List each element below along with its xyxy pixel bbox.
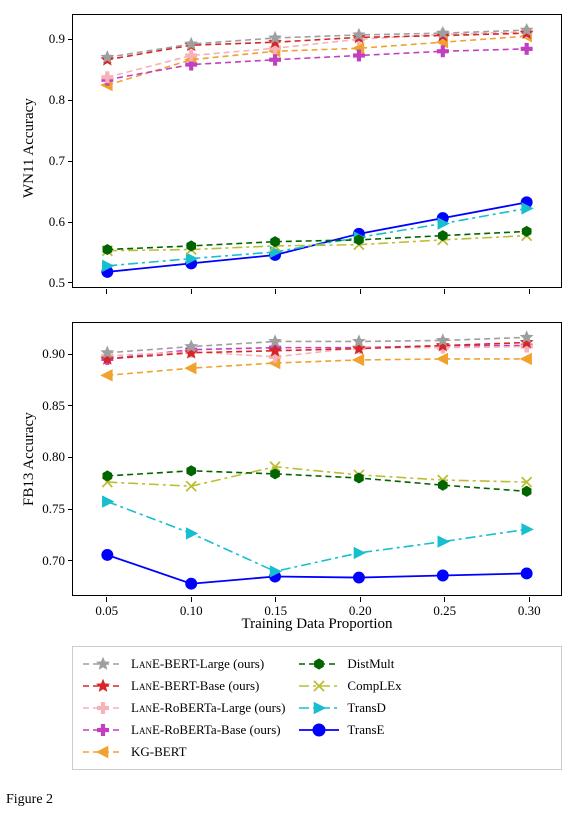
legend-swatch-transd: [297, 700, 341, 716]
legend-label: LanE-BERT-Large (ours): [131, 656, 264, 672]
series-marker-lane_bert_large: [186, 38, 197, 49]
legend: LanE-BERT-Large (ours) LanE-BERT-Base (ou…: [72, 646, 562, 770]
series-marker-kg_bert: [437, 354, 448, 365]
series-marker-transd: [103, 496, 114, 507]
series-marker-distmult: [103, 471, 112, 481]
series-marker-transd: [186, 528, 197, 539]
series-marker-distmult: [271, 469, 280, 479]
series-marker-transd: [438, 536, 449, 547]
legend-swatch-lane_bert_base: [81, 678, 125, 694]
series-marker-transe: [437, 570, 449, 582]
legend-item-lane_bert_base: LanE-BERT-Base (ours): [81, 675, 285, 697]
series-marker-distmult: [438, 231, 447, 241]
legend-item-distmult: DistMult: [297, 653, 401, 675]
wn11-plot: [73, 15, 561, 287]
series-marker-distmult: [438, 480, 447, 490]
series-marker-transe: [101, 549, 113, 561]
figure-page: 0.50.60.70.80.9WN11 Accuracy 0.700.750.80…: [0, 0, 586, 818]
legend-item-lane_bert_large: LanE-BERT-Large (ours): [81, 653, 285, 675]
series-line-lane_roberta_base: [107, 49, 526, 80]
legend-swatch-distmult: [297, 656, 341, 672]
series-marker-transd: [522, 524, 533, 535]
series-marker-lane_bert_large: [269, 336, 280, 347]
series-marker-transe: [185, 578, 197, 590]
wn11-chart: 0.50.60.70.80.9WN11 Accuracy: [72, 14, 562, 288]
figure-label: Figure 2: [6, 792, 53, 808]
legend-item-transe: TransE: [297, 719, 401, 741]
series-marker-distmult: [103, 245, 112, 255]
series-line-distmult: [107, 231, 526, 249]
series-line-kg_bert: [107, 359, 526, 375]
legend-label: TransE: [347, 722, 384, 738]
y-tick-label: 0.90: [25, 346, 65, 362]
series-marker-distmult: [522, 226, 531, 236]
series-line-lane_roberta_large: [107, 32, 526, 77]
series-marker-distmult: [355, 473, 364, 483]
legend-item-transd: TransD: [297, 697, 401, 719]
legend-item-complex: CompLEx: [297, 675, 401, 697]
series-marker-lane_roberta_base: [521, 43, 533, 55]
legend-item-lane_roberta_base: LanE-RoBERTa-Base (ours): [81, 719, 285, 741]
series-marker-kg_bert: [353, 355, 364, 366]
y-tick-label: 0.5: [25, 275, 65, 291]
series-marker-distmult: [355, 235, 364, 245]
x-axis-label: Training Data Proportion: [72, 616, 562, 633]
wn11-y-label: WN11 Accuracy: [21, 98, 38, 198]
series-marker-distmult: [522, 486, 531, 496]
series-line-transd: [107, 208, 526, 265]
series-line-complex: [107, 236, 526, 251]
series-marker-transe: [521, 567, 533, 579]
legend-swatch-lane_roberta_large: [81, 700, 125, 716]
legend-label: TransD: [347, 700, 386, 716]
series-marker-kg_bert: [101, 370, 112, 381]
series-marker-distmult: [187, 466, 196, 476]
series-marker-transd: [354, 548, 365, 559]
y-tick-label: 0.9: [25, 31, 65, 47]
series-marker-lane_bert_large: [353, 336, 364, 347]
legend-label: LanE-RoBERTa-Large (ours): [131, 700, 285, 716]
legend-swatch-complex: [297, 678, 341, 694]
series-marker-kg_bert: [185, 363, 196, 374]
legend-swatch-kg_bert: [81, 744, 125, 760]
legend-swatch-lane_bert_large: [81, 656, 125, 672]
legend-item-lane_roberta_large: LanE-RoBERTa-Large (ours): [81, 697, 285, 719]
series-marker-kg_bert: [521, 354, 532, 365]
legend-swatch-lane_roberta_base: [81, 722, 125, 738]
series-line-transe: [107, 555, 526, 584]
legend-label: KG-BERT: [131, 744, 187, 760]
series-marker-distmult: [271, 237, 280, 247]
fb13-plot: [73, 323, 561, 595]
legend-swatch-transe: [297, 722, 341, 738]
legend-item-kg_bert: KG-BERT: [81, 741, 285, 763]
series-marker-distmult: [187, 241, 196, 251]
series-line-lane_bert_base: [107, 343, 526, 359]
legend-label: DistMult: [347, 656, 394, 672]
series-line-transd: [107, 502, 526, 572]
series-marker-lane_bert_large: [102, 51, 113, 62]
legend-label: LanE-BERT-Base (ours): [131, 678, 259, 694]
legend-label: LanE-RoBERTa-Base (ours): [131, 722, 281, 738]
series-marker-transe: [353, 572, 365, 584]
legend-label: CompLEx: [347, 678, 401, 694]
y-tick-label: 0.70: [25, 553, 65, 569]
y-tick-label: 0.6: [25, 214, 65, 230]
series-line-transe: [107, 202, 526, 272]
fb13-chart: 0.700.750.800.850.900.050.100.150.200.25…: [72, 322, 562, 596]
fb13-y-label: FB13 Accuracy: [21, 412, 38, 506]
